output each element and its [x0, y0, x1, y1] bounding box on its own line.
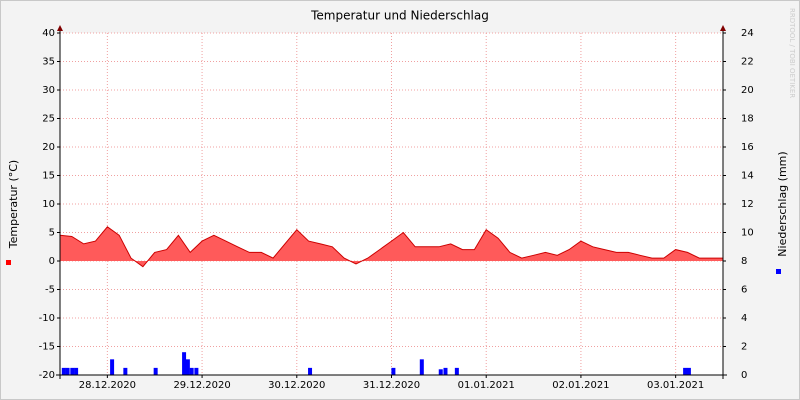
precipitation-bar: [61, 367, 66, 375]
y-tick-label: 35: [42, 57, 55, 68]
y-tick-label: 30: [42, 85, 55, 96]
precipitation-bar: [185, 359, 190, 375]
precipitation-bar: [438, 369, 443, 375]
y-tick-label: 25: [42, 114, 55, 125]
y2-tick-label: 10: [741, 228, 754, 239]
temperature-line: [59, 226, 723, 268]
precipitation-bar: [182, 352, 187, 375]
y-tick-label: 10: [42, 199, 55, 210]
x-tick-label: 28.12.2020: [79, 380, 136, 391]
watermark: RRDTOOL / TOBI OETIKER: [788, 8, 796, 98]
precipitation-bar: [194, 367, 199, 375]
y-tick-label: 40: [42, 28, 55, 39]
y2-tick-label: 4: [741, 313, 747, 324]
x-tick-label: 31.12.2020: [363, 380, 420, 391]
precipitation-bar: [419, 359, 424, 375]
y2-tick-label: 6: [741, 285, 747, 296]
y2-axis-label: Niederschlag (mm): [776, 151, 789, 256]
chart-title: Temperatur und Niederschlag: [310, 9, 489, 23]
y2-tick-label: 20: [741, 85, 754, 96]
precipitation-bar: [74, 367, 79, 375]
y-tick-label: -5: [45, 285, 55, 296]
legend-marker: [6, 260, 11, 265]
precipitation-bar: [683, 367, 688, 375]
y2-tick-label: 16: [741, 142, 754, 153]
y2-tick-label: 22: [741, 57, 754, 68]
precipitation-bar: [70, 367, 75, 375]
y2-tick-label: 12: [741, 199, 754, 210]
precipitation-bar: [686, 367, 691, 375]
precipitation-bar: [123, 367, 128, 375]
precipitation-bar: [308, 367, 313, 375]
x-tick-label: 29.12.2020: [173, 380, 230, 391]
y-axis-label: Temperatur (°C): [7, 160, 20, 249]
precipitation-bar: [443, 367, 448, 375]
y-tick-label: -20: [39, 370, 55, 381]
precipitation-bar: [454, 367, 459, 375]
y2-tick-label: 0: [741, 370, 747, 381]
y2-tick-label: 18: [741, 114, 754, 125]
y2-tick-label: 14: [741, 171, 754, 182]
x-tick-label: 01.01.2021: [458, 380, 515, 391]
x-tick-label: 03.01.2021: [647, 380, 704, 391]
precipitation-bar: [153, 367, 158, 375]
precipitation-bar: [65, 367, 70, 375]
y-tick-label: -15: [39, 342, 55, 353]
y-tick-label: 20: [42, 142, 55, 153]
legend-marker: [776, 269, 781, 274]
x-tick-label: 02.01.2021: [552, 380, 609, 391]
y-tick-label: -10: [39, 313, 55, 324]
y2-tick-label: 2: [741, 342, 747, 353]
x-tick-label: 30.12.2020: [268, 380, 325, 391]
precipitation-bar: [189, 367, 194, 375]
precipitation-bar: [110, 359, 115, 375]
y-tick-label: 5: [49, 228, 55, 239]
y2-tick-label: 24: [741, 28, 754, 39]
y2-tick-label: 8: [741, 256, 747, 267]
precipitation-bar: [391, 367, 396, 375]
y-tick-label: 15: [42, 171, 55, 182]
temperature-area: [60, 226, 723, 267]
y-tick-label: 0: [49, 256, 55, 267]
